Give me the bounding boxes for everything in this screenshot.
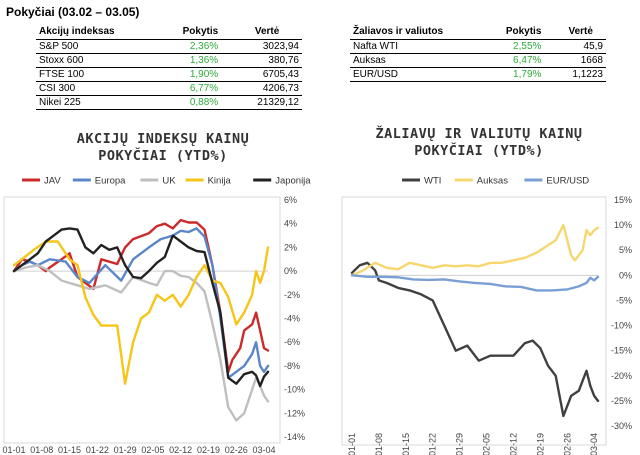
series-line-japonija	[12, 227, 270, 388]
cell-change: 1,90%	[155, 67, 233, 82]
cell-change: 0,88%	[155, 95, 233, 110]
table-row: S&P 500 2,36% 3023,94	[36, 39, 302, 54]
y-tick-label: -2%	[284, 290, 300, 300]
cell-change: 1,36%	[155, 53, 233, 68]
cell-change: 2,36%	[155, 39, 233, 54]
x-tick-label: 03-04	[253, 445, 276, 455]
cell-name: CSI 300	[36, 81, 156, 96]
y-tick-label: 4%	[284, 219, 297, 229]
legend-label: JAV	[44, 176, 61, 187]
x-tick-label: 02-05	[141, 445, 164, 455]
y-tick-label: -6%	[284, 337, 300, 347]
cell-change: 2,55%	[482, 39, 556, 54]
cell-name: EUR/USD	[350, 67, 483, 82]
cell-change: 1,79%	[482, 67, 556, 82]
y-tick-label: -8%	[284, 361, 300, 371]
y-tick-label: -12%	[284, 408, 305, 418]
y-tick-label: 0%	[284, 266, 297, 276]
x-tick-label: 01-29	[114, 445, 137, 455]
table-row: EUR/USD 1,79% 1,1223	[350, 67, 606, 82]
table-row: Stoxx 600 1,36% 380,76	[36, 53, 302, 68]
cell-value: 1,1223	[555, 67, 606, 82]
series-line-jav	[12, 218, 270, 373]
cell-value: 380,76	[232, 53, 302, 68]
table-row: Nikei 225 0,88% 21329,12	[36, 95, 302, 110]
chart-frame	[3, 196, 281, 444]
series-line-kinija	[12, 240, 270, 385]
cell-value: 21329,12	[232, 95, 302, 110]
cell-name: Stoxx 600	[36, 53, 156, 68]
y-tick-label: -4%	[284, 314, 300, 324]
table-header: Akcijų indeksas Pokytis Vertė	[36, 24, 302, 40]
x-tick-label: 01-22	[86, 445, 109, 455]
cell-name: Auksas	[350, 53, 483, 68]
y-tick-label: -14%	[284, 432, 305, 442]
cell-value: 45,9	[555, 39, 606, 54]
table-row: Nafta WTI 2,55% 45,9	[350, 39, 606, 54]
table-row: FTSE 100 1,90% 6705,43	[36, 67, 302, 82]
cell-change: 6,77%	[155, 81, 233, 96]
x-tick-label: 02-19	[197, 445, 220, 455]
table-row: CSI 300 6,77% 4206,73	[36, 81, 302, 96]
column-header: Vertė	[232, 24, 302, 40]
y-tick-label: -10%	[284, 385, 305, 395]
x-tick-label: 02-12	[169, 445, 192, 455]
cell-value: 1668	[555, 53, 606, 68]
column-header: Pokytis	[482, 24, 556, 40]
commodities-table: Žaliavos ir valiutos Pokytis Vertė Nafta WT…	[350, 24, 606, 82]
indices-table: Akcijų indeksas Pokytis Vertė S&P 500 2,36% 3…	[36, 24, 302, 110]
series-line-europa	[12, 227, 270, 379]
chart-title-line: POKYČIAI (YTD%)	[98, 146, 227, 164]
legend-label: Europa	[95, 176, 126, 187]
table-header: Žaliavos ir valiutos Pokytis Vertė	[350, 24, 606, 40]
page-title: Pokyčiai (03.02 – 03.05)	[6, 5, 140, 19]
y-tick-label: 2%	[284, 242, 297, 252]
x-tick-label: 01-08	[30, 445, 53, 455]
column-header: Akcijų indeksas	[36, 24, 156, 40]
cell-value: 6705,43	[232, 67, 302, 82]
table-row: Auksas 6,47% 1668	[350, 53, 606, 68]
column-header: Vertė	[555, 24, 606, 40]
y-tick-label: 6%	[284, 195, 297, 205]
cell-change: 6,47%	[482, 53, 556, 68]
cell-value: 4206,73	[232, 81, 302, 96]
column-header: Pokytis	[155, 24, 233, 40]
series-line-uk	[12, 264, 270, 422]
cell-name: Nafta WTI	[350, 39, 483, 54]
cell-name: Nikei 225	[36, 95, 156, 110]
x-tick-label: 02-26	[225, 445, 248, 455]
x-tick-label: 01-01	[2, 445, 25, 455]
legend-label: UK	[162, 176, 176, 187]
chart-title-line: AKCIJŲ INDEKSŲ KAINŲ	[77, 131, 250, 147]
column-header: Žaliavos ir valiutos	[350, 24, 483, 40]
x-tick-label: 01-15	[58, 445, 81, 455]
cell-name: FTSE 100	[36, 67, 156, 82]
legend-label: Kinija	[208, 176, 232, 187]
cell-value: 3023,94	[232, 39, 302, 54]
legend-label: Japonija	[275, 176, 311, 187]
cell-name: S&P 500	[36, 39, 156, 54]
